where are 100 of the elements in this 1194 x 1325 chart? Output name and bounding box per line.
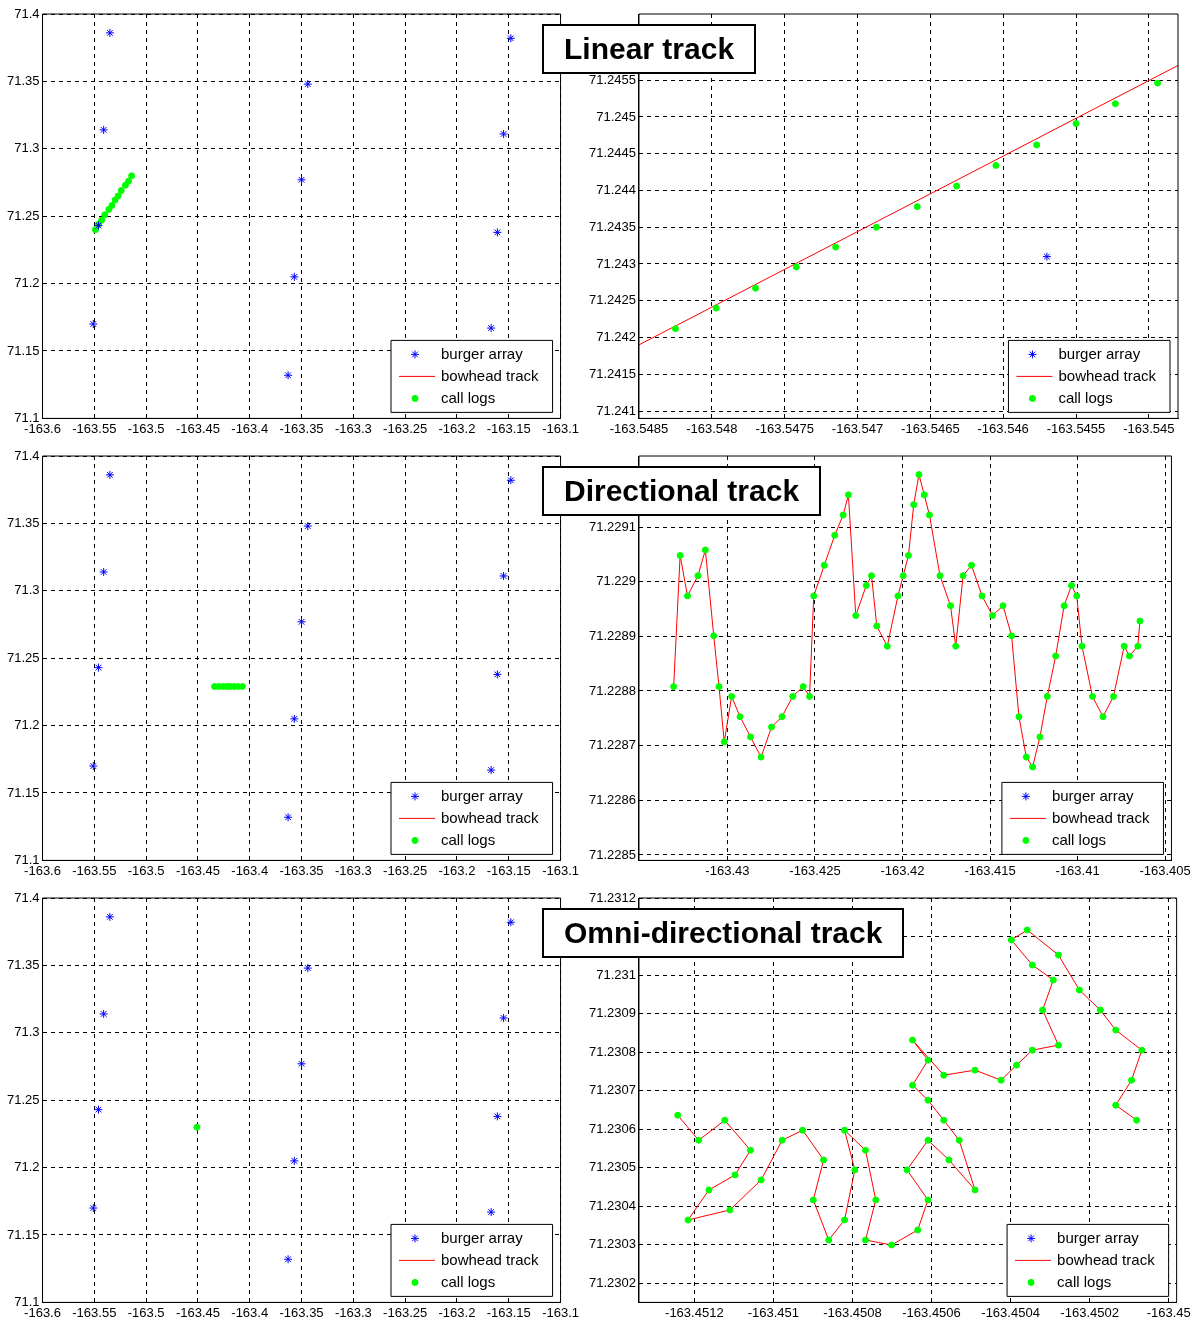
y-tick-label: 71.2304 — [588, 1197, 636, 1213]
y-tick-label: 71.2445 — [588, 145, 636, 161]
y-tick-label: 71.15 — [6, 1226, 40, 1242]
legend-label: bowhead track — [441, 808, 540, 826]
x-tick-label: -163.5 — [127, 1304, 165, 1320]
legend-label: bowhead track — [1051, 808, 1150, 826]
x-tick-label: -163.4 — [231, 1304, 269, 1320]
x-tick-label: -163.25 — [383, 862, 428, 878]
x-tick-label: -163.55 — [72, 1304, 117, 1320]
x-tick-label: -163.35 — [279, 420, 324, 436]
x-tick-label: -163.546 — [977, 420, 1029, 436]
y-tick-label: 71.2306 — [588, 1120, 636, 1136]
y-tick-label: 71.25 — [6, 649, 40, 665]
y-tick-label: 71.241 — [596, 402, 636, 418]
y-tick-label: 71.35 — [6, 956, 40, 972]
y-tick-label: 71.25 — [6, 207, 40, 223]
x-tick-label: -163.45 — [1146, 1304, 1191, 1320]
y-tick-label: 71.4 — [14, 447, 40, 463]
text: Directional track — [542, 466, 822, 516]
x-tick-label: -163.2 — [438, 862, 476, 878]
legend-label: call logs — [1051, 830, 1107, 848]
y-tick-label: 71.2308 — [588, 1043, 636, 1059]
legend-label: call logs — [441, 1272, 496, 1290]
legend-label: call logs — [441, 388, 496, 406]
y-tick-label: 71.2286 — [588, 791, 636, 807]
legend-label: burger array — [1051, 786, 1135, 804]
x-tick-label: -163.3 — [334, 420, 372, 436]
legend-label: burger array — [441, 786, 524, 804]
legend-label: call logs — [441, 830, 496, 848]
legend-label: bowhead track — [1058, 366, 1157, 384]
y-tick-label: 71.2288 — [588, 682, 636, 698]
y-tick-label: 71.243 — [596, 255, 636, 271]
text: Omni-directional track — [542, 908, 905, 958]
x-tick-label: -163.3 — [334, 862, 372, 878]
y-tick-label: 71.2 — [14, 275, 40, 291]
y-tick-label: 71.2305 — [588, 1159, 636, 1175]
legend-label: bowhead track — [441, 366, 540, 384]
x-tick-label: -163.4 — [231, 420, 269, 436]
y-tick-label: 71.2 — [14, 717, 40, 733]
y-tick-label: 71.2303 — [588, 1236, 636, 1252]
y-tick-label: 71.4 — [14, 5, 40, 21]
y-tick-label: 71.2287 — [588, 737, 636, 753]
x-tick-label: -163.3 — [334, 1304, 372, 1320]
x-tick-label: -163.4506 — [902, 1304, 961, 1320]
y-tick-label: 71.245 — [596, 108, 636, 124]
x-tick-label: -163.15 — [486, 1304, 531, 1320]
y-tick-label: 71.2455 — [588, 71, 636, 87]
y-tick-label: 71.2291 — [588, 518, 636, 534]
x-tick-label: -163.5455 — [1046, 420, 1106, 436]
x-tick-label: -163.4502 — [1060, 1304, 1119, 1320]
legend-label: burger array — [1058, 344, 1141, 362]
x-tick-label: -163.5 — [127, 420, 165, 436]
y-tick-label: 71.1 — [14, 409, 40, 425]
y-tick-label: 71.2415 — [588, 365, 636, 381]
text: Linear track — [564, 32, 735, 65]
x-tick-label: -163.5485 — [609, 420, 669, 436]
x-tick-label: -163.41 — [1055, 862, 1100, 878]
x-tick-label: -163.2 — [438, 420, 476, 436]
x-tick-label: -163.5465 — [901, 420, 960, 436]
x-tick-label: -163.45 — [175, 1304, 220, 1320]
x-tick-label: -163.42 — [880, 862, 925, 878]
y-tick-label: 71.25 — [6, 1091, 40, 1107]
y-tick-label: 71.2285 — [588, 846, 636, 862]
legend-label: call logs — [1057, 1272, 1112, 1290]
x-tick-label: -163.4504 — [981, 1304, 1040, 1320]
y-tick-label: 71.2302 — [588, 1274, 636, 1290]
x-tick-label: -163.55 — [72, 862, 117, 878]
x-tick-label: -163.43 — [705, 862, 750, 878]
y-tick-label: 71.15 — [6, 784, 40, 800]
x-tick-label: -163.545 — [1123, 420, 1175, 436]
x-tick-label: -163.2 — [438, 1304, 476, 1320]
x-tick-label: -163.425 — [789, 862, 841, 878]
y-tick-label: 71.15 — [6, 342, 40, 358]
x-tick-label: -163.5 — [127, 862, 165, 878]
x-tick-label: -163.405 — [1139, 862, 1191, 878]
y-tick-label: 71.244 — [596, 182, 636, 198]
x-tick-label: -163.15 — [486, 420, 531, 436]
x-tick-label: -163.45 — [175, 862, 220, 878]
x-tick-label: -163.5475 — [755, 420, 814, 436]
x-tick-label: -163.1 — [542, 420, 580, 436]
legend-label: bowhead track — [1057, 1250, 1156, 1268]
x-tick-label: -163.4508 — [823, 1304, 882, 1320]
x-tick-label: -163.415 — [964, 862, 1016, 878]
y-tick-label: 71.231 — [596, 966, 636, 982]
x-tick-label: -163.45 — [175, 420, 220, 436]
y-tick-label: 71.1 — [14, 1293, 40, 1309]
y-tick-label: 71.3 — [14, 1024, 40, 1040]
x-tick-label: -163.1 — [542, 862, 580, 878]
y-tick-label: 71.2 — [14, 1159, 40, 1175]
y-tick-label: 71.2307 — [588, 1082, 636, 1098]
x-tick-label: -163.25 — [383, 420, 428, 436]
y-tick-label: 71.2309 — [588, 1005, 636, 1021]
x-tick-label: -163.55 — [72, 420, 117, 436]
y-tick-label: 71.2435 — [588, 218, 636, 234]
y-tick-label: 71.2425 — [588, 292, 636, 308]
x-tick-label: -163.35 — [279, 1304, 324, 1320]
y-tick-label: 71.1 — [14, 851, 40, 867]
legend-label: bowhead track — [441, 1250, 540, 1268]
legend-label: burger array — [1057, 1228, 1140, 1246]
legend-label: burger array — [441, 344, 524, 362]
